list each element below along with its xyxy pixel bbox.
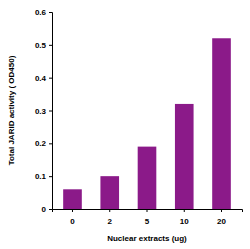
y-tick-label: 0.3 [35,107,47,116]
y-tick-label: 0.6 [35,8,47,17]
bar [63,189,82,209]
y-tick-label: 0.2 [35,139,47,148]
y-tick-mark [49,143,52,144]
y-tick-mark [49,111,52,112]
y-tick-mark [49,78,52,79]
y-tick: 0.6 [35,8,52,17]
y-tick: 0.3 [35,107,52,116]
y-tick: 0 [42,205,52,214]
x-tick: 20 [217,209,226,226]
y-tick-label: 0.1 [35,172,47,181]
chart: 0 0.1 0.2 0.3 0.4 0.5 0.6 0 2 5 10 20 Nuclear extrac… [0,0,250,249]
y-tick-label: 0 [42,205,47,214]
bar [212,38,231,209]
x-tick-label: 2 [108,217,113,226]
x-tick-label: 5 [145,217,150,226]
y-axis-line [49,13,53,210]
x-tick: 0 [70,209,75,226]
x-tick: 10 [180,209,189,226]
x-tick-mark [184,209,185,212]
y-tick-label: 0.4 [35,74,47,83]
x-axis: 0 2 5 10 20 [53,209,243,226]
x-tick: 5 [145,209,150,226]
y-axis: 0 0.1 0.2 0.3 0.4 0.5 0.6 [35,8,53,214]
y-tick-mark [49,12,52,13]
x-axis-title: Nuclear extracts (ug) [107,234,187,243]
y-tick: 0.4 [35,74,52,83]
x-tick-label: 10 [180,217,189,226]
y-tick-label: 0.5 [35,41,47,50]
y-tick: 0.5 [35,41,52,50]
x-tick-mark [72,209,73,212]
x-tick-mark [221,209,222,212]
y-tick: 0.1 [35,172,52,181]
bar [175,104,194,209]
y-tick-mark [49,45,52,46]
x-tick-label: 20 [217,217,226,226]
x-axis-line [53,210,243,213]
y-tick: 0.2 [35,139,52,148]
plot: 0 0.1 0.2 0.3 0.4 0.5 0.6 0 2 5 10 20 [35,8,243,226]
x-tick: 2 [108,209,113,226]
y-tick-mark [49,176,52,177]
bars [63,38,231,209]
y-axis-title: Total JARID activity ( OD450) [7,55,16,165]
y-tick-mark [49,209,52,210]
x-tick-mark [109,209,110,212]
x-tick-mark [147,209,148,212]
x-tick-label: 0 [70,217,75,226]
bar [100,176,119,209]
bar [138,147,157,209]
